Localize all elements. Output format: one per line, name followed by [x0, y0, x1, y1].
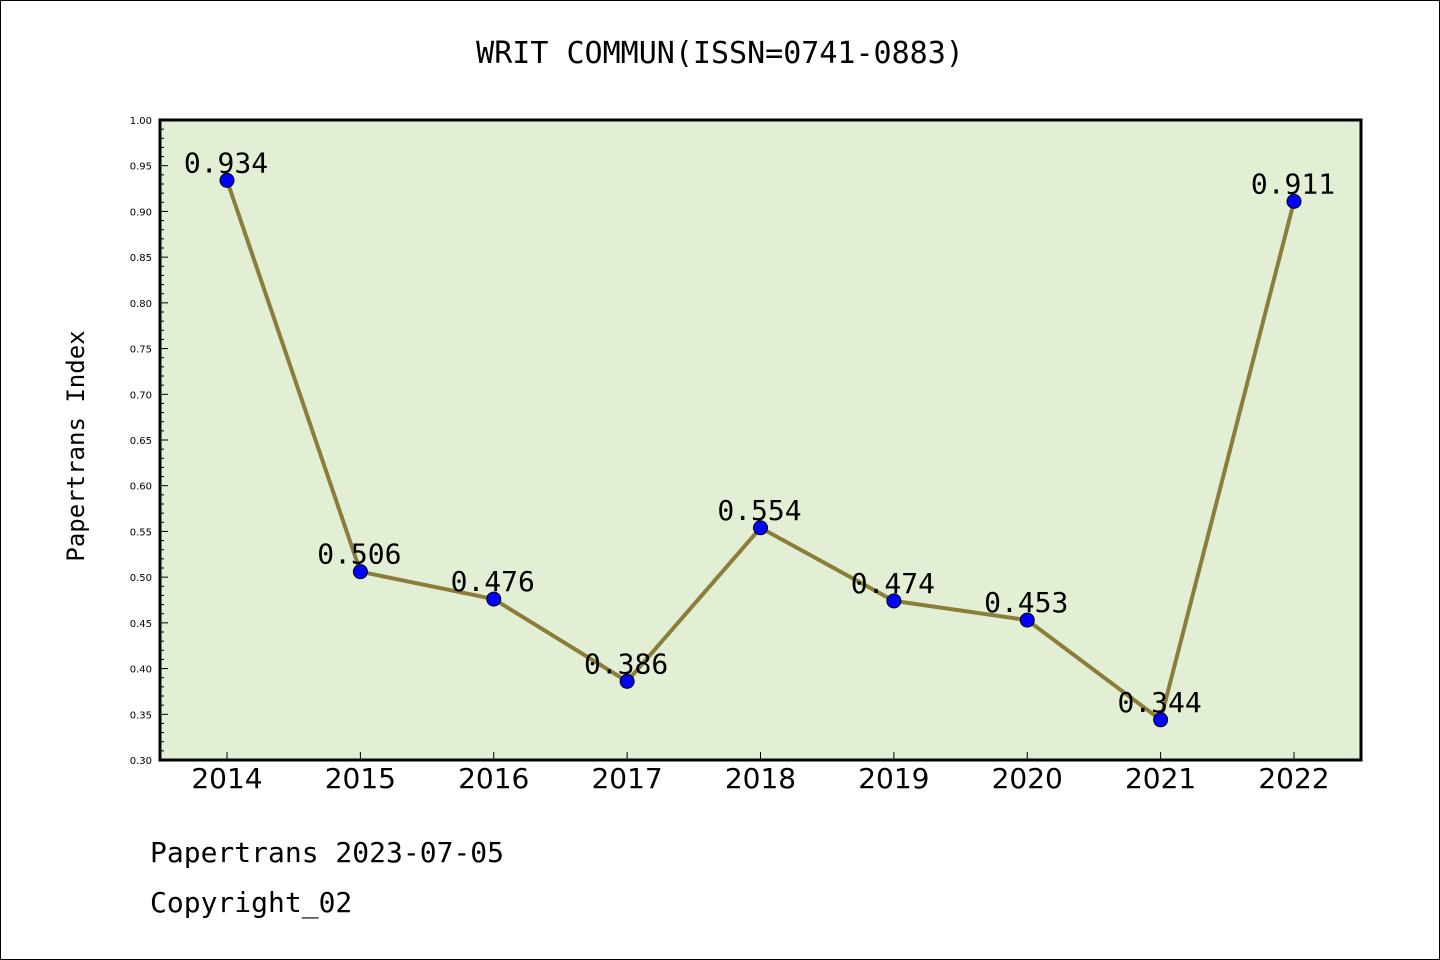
data-label: 0.554 [717, 494, 801, 527]
data-label: 0.911 [1251, 167, 1335, 200]
data-label: 0.476 [451, 565, 535, 598]
data-point [219, 172, 235, 188]
y-tick-label: 0.75 [130, 345, 152, 356]
y-tick-label: 0.80 [130, 299, 152, 310]
y-axis: 0.30 0.35 0.40 0.45 0.50 0.55 0.60 0.65 0.70 0.75… [130, 116, 168, 767]
data-label: 0.506 [317, 538, 401, 571]
footer-date: Papertrans 2023-07-05 [150, 836, 505, 869]
x-tick-label: 2018 [725, 762, 796, 795]
x-tick-label: 2016 [458, 762, 529, 795]
x-tick-label: 2019 [858, 762, 929, 795]
y-tick-label: 0.85 [130, 253, 152, 264]
x-tick-label: 2022 [1258, 762, 1329, 795]
data-label: 0.344 [1117, 686, 1201, 719]
y-tick-label: 0.95 [130, 162, 152, 173]
data-point [886, 593, 902, 609]
data-point [352, 564, 368, 580]
y-tick-label: 0.50 [130, 573, 152, 584]
x-tick-label: 2021 [1125, 762, 1196, 795]
plot-area [158, 118, 1363, 762]
y-tick-label: 0.45 [130, 619, 152, 630]
y-tick-label: 0.90 [130, 207, 152, 218]
y-tick-label: 0.70 [130, 390, 152, 401]
x-tick-label: 2017 [591, 762, 662, 795]
x-axis: 2014 2015 2016 2017 2018 2019 2020 2021 2022 [191, 752, 1330, 795]
y-tick-label: 0.60 [130, 482, 152, 493]
data-point [486, 591, 502, 607]
data-point [619, 673, 635, 689]
data-point [1019, 612, 1035, 628]
y-tick-label: 0.40 [130, 665, 152, 676]
y-tick-label: 0.55 [130, 527, 152, 538]
data-point [1286, 193, 1302, 209]
data-labels: 0.934 0.506 0.476 0.386 0.554 0.474 0.453 0.344… [184, 146, 1335, 718]
data-point [1153, 712, 1169, 728]
x-tick-label: 2020 [992, 762, 1063, 795]
chart-title: WRIT COMMUN(ISSN=0741-0883) [476, 36, 964, 71]
x-tick-label: 2015 [325, 762, 396, 795]
footer-copyright: Copyright_02 [150, 886, 353, 919]
data-label: 0.934 [184, 146, 268, 179]
y-tick-label: 1.00 [130, 116, 152, 127]
data-label: 0.386 [584, 647, 668, 680]
y-tick-label: 0.30 [130, 756, 152, 767]
y-tick-label: 0.65 [130, 436, 152, 447]
data-markers [219, 172, 1302, 728]
y-tick-label: 0.35 [130, 710, 152, 721]
data-label: 0.474 [851, 567, 935, 600]
x-tick-label: 2014 [191, 762, 262, 795]
data-label: 0.453 [984, 586, 1068, 619]
data-point [753, 520, 768, 536]
